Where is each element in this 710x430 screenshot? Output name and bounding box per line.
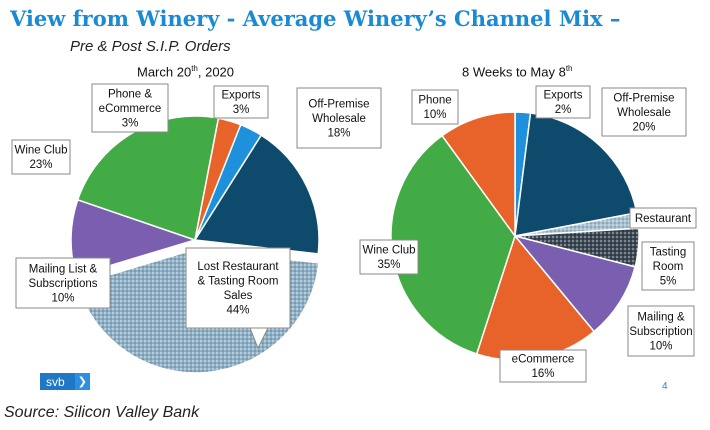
chart-2-title-main: 8 Weeks to May 8 — [462, 64, 566, 80]
label-may-mailing-line-1: Mailing & — [637, 311, 685, 323]
label-may-off-premise-line-1: Off-Premise — [613, 92, 674, 104]
label-may-off-premise: Off-Premise Wholesale 20% — [601, 87, 687, 137]
footer-source: Source: Silicon Valley Bank — [4, 404, 200, 421]
label-may-wine-club: Wine Club 35% — [359, 239, 419, 275]
label-may-exports-line-1: Exports — [544, 90, 583, 102]
label-may-off-premise-line-2: Wholesale — [617, 107, 671, 119]
pie-chart-may — [390, 111, 640, 361]
label-may-mailing-line-3: 10% — [649, 340, 672, 352]
slide-subtitle: Pre & Post S.I.P. Orders — [70, 38, 231, 55]
label-march-mailing-line-1: Mailing List & — [29, 263, 98, 275]
label-march-lost-line-4: 44% — [226, 305, 249, 317]
label-may-tasting-line-3: 5% — [660, 275, 677, 287]
chart-1-title-main: March 20 — [137, 64, 192, 80]
label-may-exports: Exports 2% — [535, 85, 591, 119]
label-march-lost: Lost Restaurant & Tasting Room Sales 44% — [185, 247, 291, 350]
label-march-mailing-line-3: 10% — [51, 292, 74, 304]
svb-logo: svb ❯ — [40, 373, 90, 390]
label-march-off-premise-line-1: Off-Premise — [308, 98, 369, 110]
label-march-off-premise-line-3: 18% — [327, 127, 350, 139]
march-slice-wine-club — [76, 115, 220, 241]
label-march-exports-line-2: 3% — [233, 104, 250, 116]
label-march-exports: Exports 3% — [213, 85, 269, 119]
label-march-wine-club-line-1: Wine Club — [14, 145, 67, 157]
label-march-phone: Phone & eCommerce 3% — [91, 83, 169, 133]
may-slice-mailing-subscription — [512, 234, 637, 333]
label-may-exports-line-2: 2% — [555, 104, 572, 116]
chart-1-title-sup: th — [191, 64, 198, 73]
label-march-mailing-line-2: Subscriptions — [28, 278, 97, 290]
label-may-tasting: Tasting Room 5% — [641, 241, 695, 291]
label-may-tasting-line-2: Room — [653, 261, 684, 273]
label-may-ecommerce-line-1: eCommerce — [512, 354, 575, 366]
label-may-restaurant: Restaurant — [629, 207, 697, 229]
pie-chart-march — [70, 115, 320, 374]
label-may-mailing: Mailing & Subscription 10% — [627, 305, 695, 357]
chart-1-title: March 20th, 2020 — [137, 64, 234, 79]
label-march-wine-club-line-2: 23% — [29, 159, 52, 171]
label-march-lost-line-3: Sales — [224, 290, 253, 302]
label-march-exports-line-1: Exports — [222, 90, 261, 102]
svb-logo-text: svb — [46, 374, 65, 389]
label-march-lost-line-2: & Tasting Room — [198, 276, 279, 288]
label-may-tasting-line-1: Tasting — [650, 246, 686, 258]
label-march-lost-line-1: Lost Restaurant — [197, 261, 279, 273]
page-number: 4 — [662, 381, 668, 392]
label-may-ecommerce: eCommerce 16% — [499, 349, 587, 383]
label-march-phone-line-1: Phone & — [108, 88, 152, 100]
label-may-phone: Phone 10% — [411, 89, 459, 125]
chart-2-title: 8 Weeks to May 8th — [462, 64, 572, 79]
label-may-phone-line-2: 10% — [423, 109, 446, 121]
label-march-wine-club: Wine Club 23% — [11, 139, 71, 175]
march-slice-off-premise-wholesale — [193, 134, 320, 255]
label-may-ecommerce-line-2: 16% — [531, 368, 554, 380]
label-may-restaurant-line-1: Restaurant — [635, 213, 692, 225]
slide-title: View from Winery - Average Winery’s Chan… — [10, 6, 621, 31]
label-march-phone-line-3: 3% — [122, 117, 139, 129]
label-march-mailing: Mailing List & Subscriptions 10% — [15, 257, 111, 309]
chart-1-title-end: , 2020 — [197, 64, 235, 80]
chevron-right-icon: ❯ — [74, 373, 90, 390]
label-may-phone-line-1: Phone — [418, 95, 451, 107]
label-march-off-premise-line-2: Wholesale — [312, 113, 366, 125]
label-may-off-premise-line-3: 20% — [632, 121, 655, 133]
label-may-mailing-line-2: Subscription — [629, 326, 692, 338]
pie-labels: Phone & eCommerce 3% Exports 3% Off-Premise Wh… — [11, 83, 697, 383]
may-slice-phone — [441, 111, 516, 239]
label-may-wine-club-line-2: 35% — [377, 259, 400, 271]
label-march-off-premise: Off-Premise Wholesale 18% — [296, 87, 382, 149]
label-may-wine-club-line-1: Wine Club — [362, 245, 415, 257]
label-march-phone-line-2: eCommerce — [99, 103, 162, 115]
chart-2-title-sup: th — [565, 64, 573, 73]
